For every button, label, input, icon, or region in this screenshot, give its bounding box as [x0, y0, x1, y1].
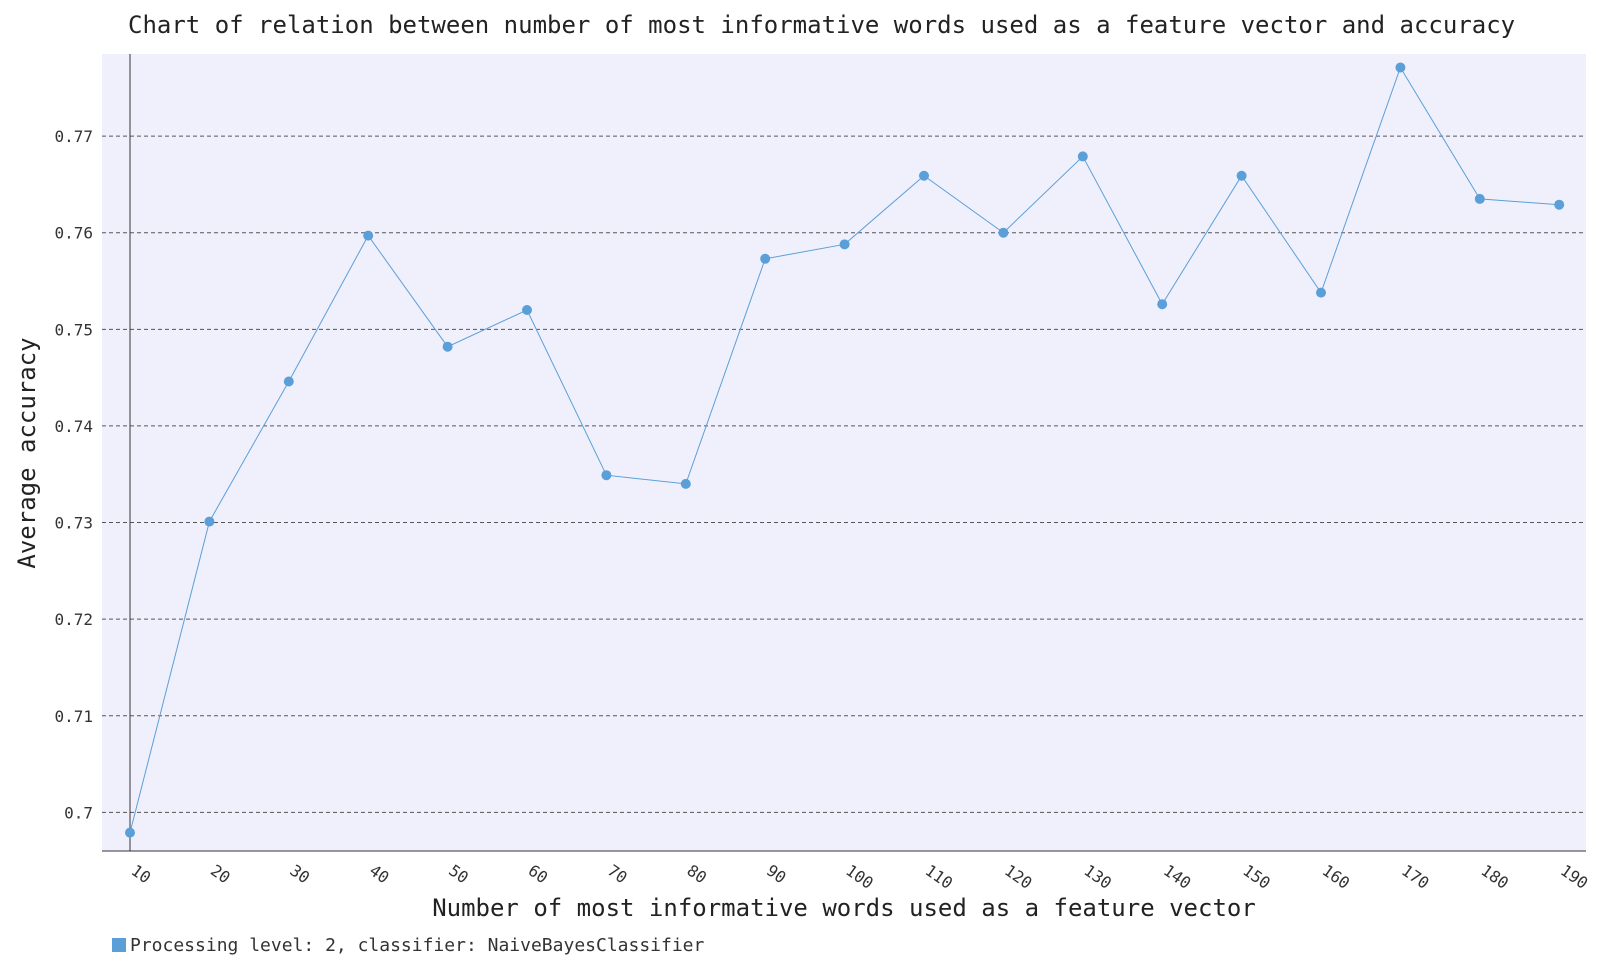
data-point[interactable] [1077, 151, 1088, 162]
x-tick-label: 50 [445, 861, 472, 888]
x-tick-label: 90 [763, 861, 790, 888]
y-tick-label: 0.75 [54, 320, 93, 339]
data-point[interactable] [1236, 170, 1247, 181]
x-tick-label: 190 [1557, 861, 1592, 893]
data-point[interactable] [1554, 199, 1565, 210]
x-tick-label: 150 [1239, 861, 1274, 893]
chart-title: Chart of relation between number of most… [128, 11, 1515, 39]
legend-label[interactable]: Processing level: 2, classifier: NaiveBa… [130, 935, 705, 956]
data-point[interactable] [839, 239, 850, 250]
data-point[interactable] [998, 227, 1009, 238]
y-tick-label: 0.77 [54, 127, 93, 146]
x-tick-labels: 10 20 30 40 50 60 70 80 90 100 110 120 130 140 150 160 1… [128, 861, 1592, 893]
data-point[interactable] [1157, 299, 1168, 310]
data-point[interactable] [680, 478, 691, 489]
x-tick-label: 110 [922, 861, 957, 893]
x-tick-label: 40 [366, 861, 393, 888]
y-tick-label: 0.72 [54, 610, 93, 629]
data-point[interactable] [125, 827, 135, 838]
x-tick-label: 70 [604, 861, 631, 888]
data-point[interactable] [283, 376, 294, 387]
x-tick-label: 10 [128, 861, 155, 888]
x-tick-label: 120 [1001, 861, 1036, 893]
x-tick-label: 20 [207, 861, 234, 888]
data-point[interactable] [442, 341, 453, 352]
y-axis-title: Average accuracy [13, 337, 41, 568]
data-point[interactable] [522, 305, 532, 316]
data-point[interactable] [760, 253, 771, 264]
x-tick-label: 160 [1319, 861, 1354, 893]
x-tick-label: 100 [842, 861, 877, 893]
data-point[interactable] [204, 516, 215, 527]
x-tick-label: 140 [1160, 861, 1195, 893]
x-tick-label: 80 [684, 861, 711, 888]
legend-swatch[interactable] [112, 938, 126, 952]
y-tick-label: 0.76 [54, 224, 93, 243]
y-tick-label: 0.73 [54, 514, 93, 533]
y-tick-label: 0.71 [54, 707, 93, 726]
x-tick-label: 60 [525, 861, 552, 888]
data-point[interactable] [363, 230, 374, 241]
y-tick-label: 0.74 [54, 417, 93, 436]
x-tick-label: 30 [287, 861, 314, 888]
data-point[interactable] [919, 170, 929, 181]
data-point[interactable] [1395, 62, 1406, 73]
data-point[interactable] [1474, 193, 1485, 204]
y-tick-label: 0.7 [64, 803, 93, 822]
plot-area [102, 54, 1586, 851]
data-points [125, 62, 1565, 838]
gridlines [102, 135, 1586, 813]
x-tick-label: 180 [1478, 861, 1513, 893]
x-tick-label: 170 [1398, 861, 1433, 893]
x-axis-title: Number of most informative words used as… [432, 894, 1256, 922]
data-point[interactable] [601, 470, 612, 481]
data-point[interactable] [1316, 287, 1326, 298]
y-tick-labels: 0.7 0.71 0.72 0.73 0.74 0.75 0.76 0.77 [54, 127, 93, 822]
x-tick-label: 130 [1081, 861, 1116, 893]
